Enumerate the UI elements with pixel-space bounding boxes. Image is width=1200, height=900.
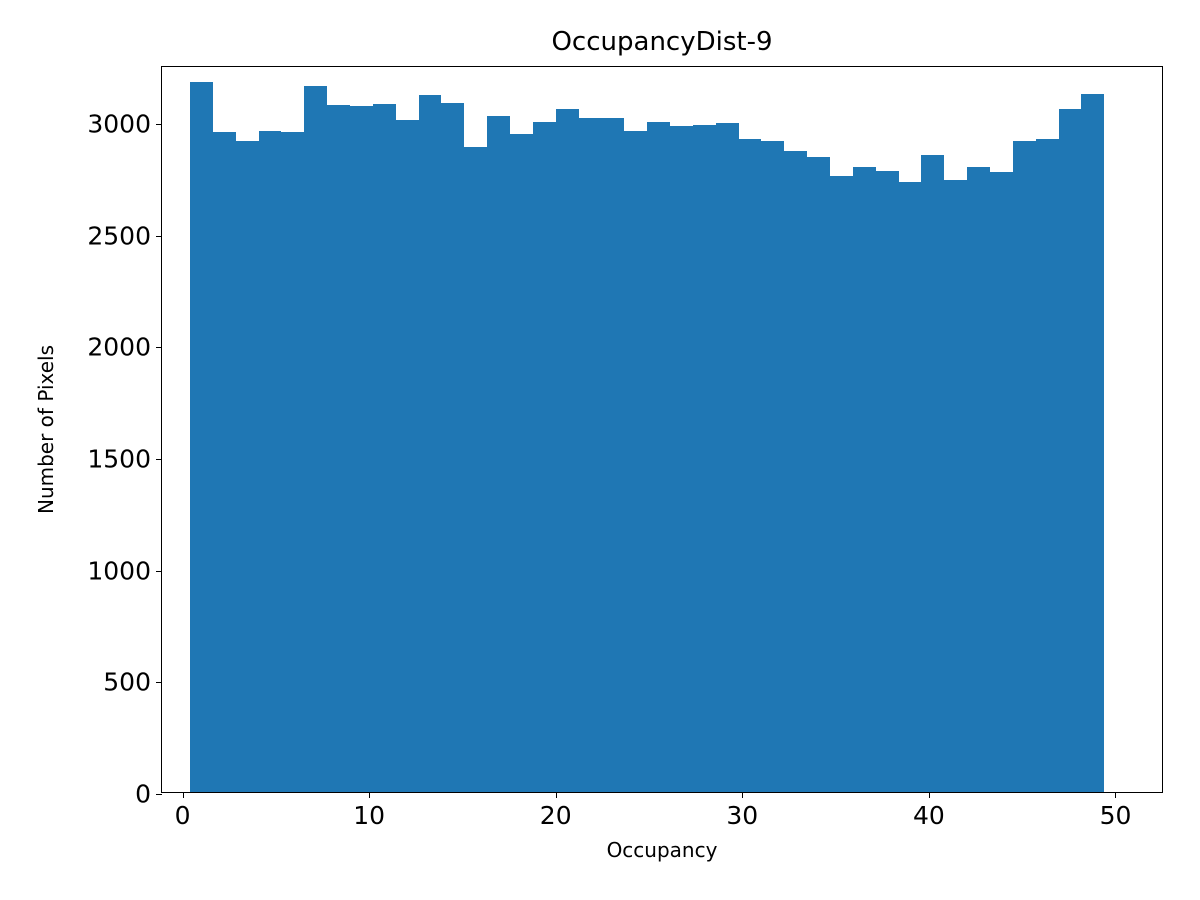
histogram-bar: [1012, 140, 1036, 792]
y-axis-label: Number of Pixels: [34, 345, 58, 515]
histogram-bar: [235, 140, 259, 792]
histogram-bar: [784, 151, 808, 792]
histogram-bar: [898, 182, 922, 792]
histogram-bar: [967, 166, 990, 792]
y-tick-mark: [156, 235, 162, 237]
histogram-bar: [418, 95, 442, 792]
histogram-bar: [669, 126, 693, 792]
x-axis-label: Occupancy: [606, 838, 718, 862]
y-tick-label: 500: [103, 667, 151, 697]
histogram-bar: [441, 102, 465, 792]
histogram-bar: [852, 166, 876, 792]
y-tick-mark: [156, 570, 162, 572]
histogram-bar: [509, 134, 533, 792]
y-tick-mark: [156, 794, 162, 795]
histogram-bar: [624, 130, 648, 792]
histogram-bar: [281, 132, 305, 792]
histogram-bar: [372, 104, 396, 792]
histogram-bar: [692, 125, 716, 792]
y-tick-mark: [156, 458, 162, 460]
y-tick-label: 0: [135, 779, 151, 809]
y-tick-label: 3000: [87, 109, 151, 139]
histogram-bar: [1058, 108, 1082, 792]
histogram-bar: [464, 146, 488, 792]
chart-title: OccupancyDist-9: [551, 27, 773, 57]
histogram-bar: [761, 140, 785, 792]
histogram-bar: [715, 123, 739, 792]
histogram-bar: [601, 117, 625, 792]
histogram-bar: [647, 121, 670, 792]
histogram-bar: [944, 180, 968, 792]
histogram-bar: [807, 156, 830, 792]
x-tick-mark: [369, 792, 371, 798]
histogram-bar: [875, 171, 899, 792]
y-tick-mark: [156, 347, 162, 349]
histogram-bar: [395, 119, 419, 792]
histogram-bar: [1035, 138, 1059, 792]
histogram-bar: [487, 116, 510, 792]
histogram-bar: [830, 175, 853, 792]
histogram-bar: [990, 172, 1013, 792]
y-tick-label: 2000: [87, 332, 151, 362]
y-tick-label: 2500: [87, 221, 151, 251]
histogram-bar: [555, 108, 579, 792]
x-tick-label: 50: [1099, 801, 1132, 830]
plot-area: [162, 67, 1162, 792]
plot-axes: 0 500 1000 1500 2000 2500 3000 0 10 20 30 40 50: [87, 66, 1163, 828]
x-tick-label: 0: [174, 801, 191, 830]
y-tick-label: 1000: [87, 556, 151, 586]
x-tick-mark: [742, 792, 744, 798]
y-tick-mark: [156, 123, 162, 125]
histogram-bar: [349, 106, 373, 792]
histogram-bar: [532, 121, 556, 792]
y-tick-label: 1500: [87, 444, 151, 474]
x-tick-label: 40: [912, 801, 945, 830]
histogram-bar: [258, 130, 282, 792]
histogram-bar: [304, 86, 328, 792]
histogram-bar: [327, 105, 350, 792]
y-tick-mark: [156, 682, 162, 684]
x-tick-mark: [1115, 792, 1117, 798]
histogram-bar: [189, 81, 213, 792]
x-tick-label: 30: [726, 801, 759, 830]
histogram-bar: [921, 155, 945, 792]
x-tick-mark: [182, 792, 184, 798]
x-tick-label: 10: [353, 801, 386, 830]
x-tick-label: 20: [539, 801, 572, 830]
histogram-bar: [738, 138, 762, 792]
x-tick-mark: [555, 792, 557, 798]
histogram-bar: [1081, 94, 1105, 792]
histogram-bar: [578, 117, 602, 792]
x-tick-mark: [928, 792, 930, 798]
histogram-bar: [212, 132, 236, 792]
